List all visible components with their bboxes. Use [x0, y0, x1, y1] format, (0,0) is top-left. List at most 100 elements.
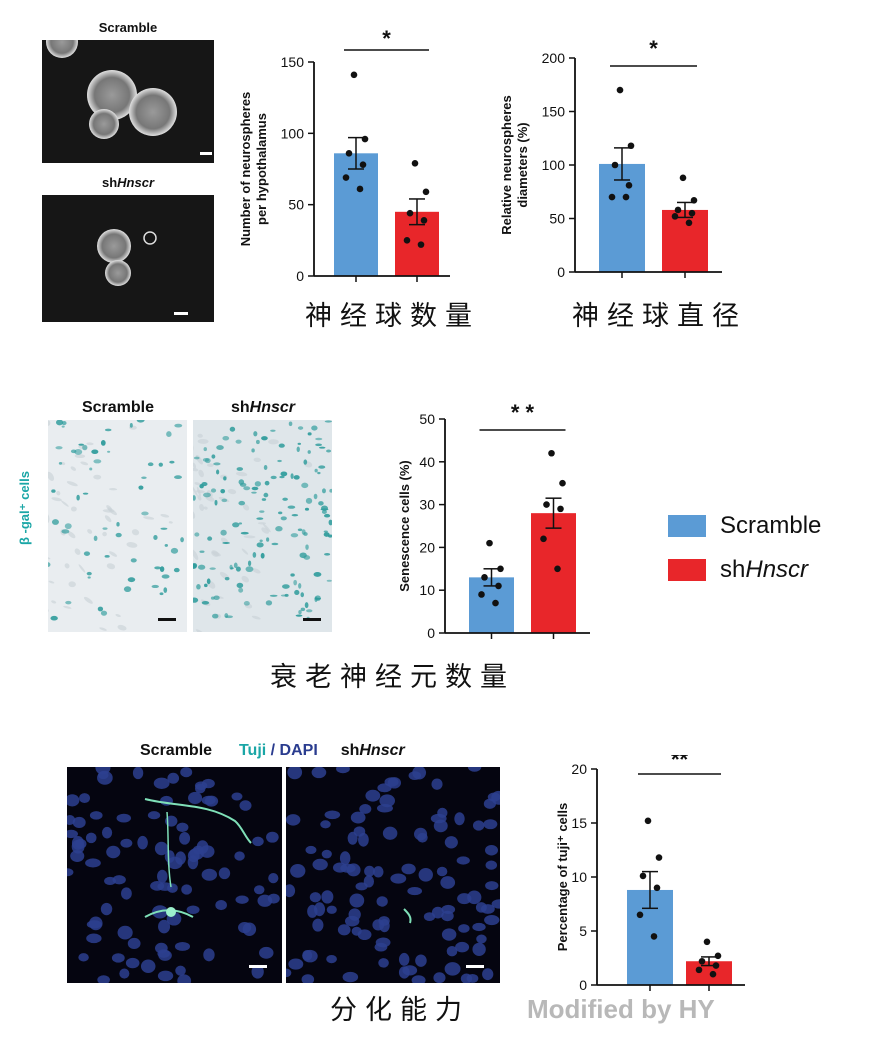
y-axis-label: diameters (%) [515, 122, 530, 207]
bar-shhnscr [662, 209, 708, 272]
betagal-side-label: β -gal⁺ cells [17, 470, 32, 546]
legend-swatch-shhnscr [668, 559, 706, 581]
data-point [350, 71, 358, 79]
chart-senescence: 0 10 20 30 40 50 Senescence cells (%) * * [397, 400, 590, 641]
neurosphere-image-label-scramble: Scramble [98, 20, 158, 35]
chart-neurosphere-diameter: 0 50 100 150 200 Relative neurospheres diamete… [499, 36, 722, 280]
y-tick-label: 150 [542, 104, 566, 120]
data-point [650, 933, 658, 940]
bar-scramble [599, 163, 645, 272]
betagal-col-label-scramble: Scramble [81, 399, 155, 416]
y-tick-label: 20 [419, 539, 435, 555]
data-point [671, 213, 679, 220]
chart-neurosphere-number: 0 50 100 150 Number of neurospheres per hypot… [238, 26, 450, 284]
data-point [403, 237, 411, 244]
data-point [359, 161, 367, 169]
data-point [420, 217, 428, 224]
data-point [679, 174, 687, 182]
data-point [608, 193, 616, 201]
data-point [653, 884, 661, 892]
y-axis-label: Relative neurospheres [499, 95, 514, 234]
data-point [698, 957, 706, 965]
y-tick-label: 50 [419, 411, 435, 427]
data-point [644, 817, 652, 825]
y-tick-label: 100 [542, 157, 566, 173]
data-point [639, 872, 647, 880]
tuji-header-tuji: Tuji [238, 742, 267, 759]
significance-label: * [382, 26, 391, 51]
betagal-image-scramble [48, 420, 187, 632]
scale-bar [174, 312, 188, 315]
data-point [422, 188, 430, 196]
tuji-image-scramble [67, 767, 282, 983]
y-tick-label: 200 [542, 50, 566, 66]
data-point [486, 539, 493, 547]
y-tick-label: 20 [571, 761, 587, 777]
neurosphere-image-scramble [42, 40, 214, 163]
data-point [688, 209, 696, 217]
scale-bar [249, 965, 267, 968]
neurosphere-image-shhnscr [42, 195, 214, 322]
chart-tuji: 0 5 10 15 20 Percentage of tuji⁺ cells ** [555, 755, 745, 993]
data-point [543, 501, 550, 508]
betagal-col-label-shhnscr: shHnscr [230, 399, 296, 416]
tuji-header-shhnscr: shHnscr [340, 742, 405, 759]
y-tick-label: 0 [296, 268, 304, 284]
betagal-image-shhnscr [193, 420, 332, 632]
y-axis-label: Percentage of tuji⁺ cells [555, 803, 570, 951]
data-point [361, 135, 369, 143]
data-point [695, 966, 703, 974]
data-point [636, 911, 644, 919]
data-point [481, 574, 488, 581]
y-axis-label: Number of neurospheres [238, 92, 253, 247]
scale-bar [158, 618, 176, 621]
y-tick-label: 10 [571, 869, 587, 885]
data-point [616, 86, 624, 94]
data-point [674, 206, 682, 214]
data-point [495, 582, 502, 590]
y-tick-label: 0 [557, 264, 565, 280]
scale-bar [466, 965, 484, 968]
scale-bar [200, 152, 212, 155]
scale-bar [303, 618, 321, 621]
data-point [406, 209, 414, 217]
y-tick-label: 30 [419, 497, 435, 513]
data-point [625, 182, 633, 189]
data-point [478, 591, 485, 598]
caption-senescence: 衰老神经元数量 [270, 662, 515, 693]
tuji-image-shhnscr [286, 767, 500, 983]
data-point [611, 161, 619, 169]
data-point [342, 174, 350, 181]
tuji-header-slash: / [266, 742, 280, 759]
data-point [685, 219, 693, 227]
data-point [356, 185, 364, 193]
data-point [492, 599, 499, 607]
caption-neurosphere-number: 神经球数量 [305, 301, 480, 332]
y-tick-label: 150 [281, 54, 305, 70]
data-point [627, 142, 635, 150]
data-point [417, 241, 425, 248]
data-point [540, 535, 547, 543]
y-tick-label: 5 [579, 923, 587, 939]
watermark: Modified by HY [527, 994, 715, 1024]
significance-label: * [649, 36, 658, 61]
y-tick-label: 50 [288, 197, 304, 213]
data-point [709, 970, 717, 978]
neurosphere-image-label-shhnscr: shHnscr [101, 175, 155, 190]
data-point [714, 952, 722, 960]
caption-neurosphere-diameter: 神经球直径 [572, 301, 747, 332]
data-point [411, 159, 419, 167]
y-tick-label: 0 [427, 625, 435, 641]
data-point [548, 449, 555, 457]
tuji-header-scramble: Scramble [140, 742, 213, 759]
data-point [554, 565, 561, 573]
significance-label: ** [671, 755, 689, 772]
data-point [557, 505, 564, 513]
y-tick-label: 100 [281, 125, 305, 141]
data-point [690, 197, 698, 204]
tuji-header-dapi: DAPI [279, 742, 318, 759]
bar-scramble [334, 153, 378, 276]
legend-item-scramble: Scramble [668, 512, 821, 540]
legend-label-shhnscr: shHnscr [720, 556, 809, 583]
y-tick-label: 15 [571, 815, 587, 831]
